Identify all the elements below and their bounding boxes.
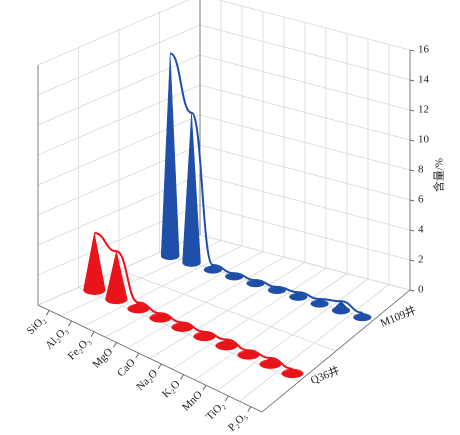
y-tick-label: 14 [418, 74, 430, 86]
y-tick-label: 10 [418, 134, 430, 146]
x-tick-label: SiO₂ [25, 314, 48, 337]
x-tick [45, 310, 50, 316]
cone-base [127, 303, 150, 314]
grid-line [37, 24, 201, 96]
y-tick [409, 259, 415, 262]
y-tick-label: 16 [418, 44, 430, 56]
x-tick [135, 352, 140, 359]
grid-line [199, 144, 411, 201]
cone-base [237, 350, 260, 360]
cone-base [353, 313, 372, 321]
y-tick [409, 169, 415, 172]
grid-line [199, 174, 411, 231]
series-label: M109井 [378, 303, 418, 330]
series-label: Q36井 [308, 363, 341, 387]
grid-line [199, 54, 411, 111]
cone-base [281, 368, 304, 378]
cone [83, 232, 106, 295]
grid-line [199, 204, 411, 261]
y-tick-label: 0 [418, 284, 424, 296]
cone-base [331, 306, 350, 315]
series-line [169, 52, 363, 314]
x-tick [157, 363, 162, 370]
series-line [94, 232, 293, 370]
x-tick [112, 342, 117, 348]
marks [83, 52, 372, 379]
x-tick [224, 395, 229, 402]
grid-line [37, 0, 190, 66]
x-tick [202, 384, 207, 391]
x-tick-label: MgO [90, 346, 115, 371]
x-tick-label: Fe₂O₃ [66, 335, 93, 362]
cone-base [161, 252, 180, 260]
cone-base [310, 299, 329, 308]
x-tick [68, 320, 73, 327]
x-tick-label: P₂O₅ [226, 410, 250, 434]
cone [160, 53, 180, 261]
x-tick-label: CaO [115, 357, 138, 380]
y-tick-label: 12 [418, 104, 429, 116]
y-tick [409, 49, 415, 52]
grid-line [199, 24, 411, 81]
y-tick [409, 109, 415, 112]
axis-edge [37, 304, 263, 413]
cone-base [105, 294, 128, 304]
cone-base [182, 258, 201, 267]
grid-line [199, 234, 411, 291]
y-axis-label: 含量/% [432, 158, 446, 192]
y-tick-label: 6 [418, 194, 424, 206]
x-tick-label: Na₂O [134, 367, 160, 393]
cone-base [203, 265, 222, 274]
axis-edge [261, 289, 411, 413]
y-tick [409, 289, 415, 292]
floor-line [118, 269, 337, 352]
grid-line [37, 54, 201, 126]
x-tick [247, 406, 252, 412]
y-tick-label: 4 [418, 224, 424, 236]
x-tick [90, 331, 95, 338]
y-tick [409, 199, 415, 202]
grid-line [37, 84, 201, 156]
x-tick [180, 374, 185, 380]
x-tick-label: Al₂O₃ [43, 324, 70, 351]
x-tick-label: K₂O [160, 378, 182, 400]
y-tick-label: 8 [418, 164, 424, 176]
grid-line [217, 0, 411, 51]
cone-base [215, 340, 238, 351]
x-tick-label: MnO [180, 389, 205, 414]
y-tick [409, 79, 415, 82]
grid-line [199, 114, 411, 171]
y-tick [409, 139, 415, 142]
x-tick-label: TiO₂ [204, 399, 228, 423]
y-tick-label: 2 [418, 254, 424, 266]
y-tick [409, 229, 415, 232]
cone-base [289, 292, 308, 301]
cone-base [259, 359, 282, 369]
cone-base [83, 285, 106, 295]
grid-line [199, 84, 411, 141]
cone-base [193, 331, 216, 341]
